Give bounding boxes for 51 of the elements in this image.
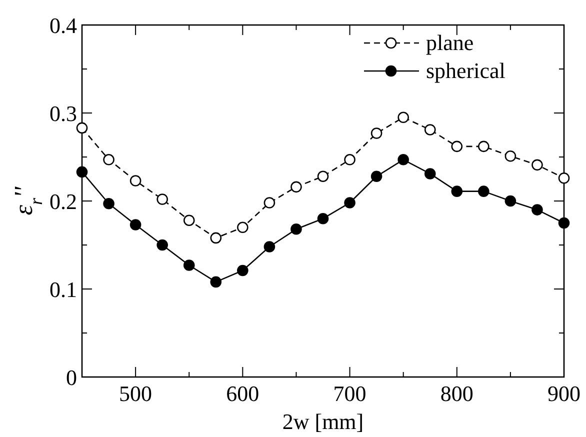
x-tick-label: 800 — [440, 381, 474, 406]
point — [398, 154, 409, 166]
point — [76, 166, 88, 178]
x-tick-label: 900 — [548, 381, 580, 406]
point — [532, 159, 543, 171]
point — [344, 154, 356, 166]
point — [478, 186, 490, 197]
point — [424, 168, 436, 180]
x-tick-label: 700 — [333, 381, 366, 406]
point — [558, 172, 570, 184]
point — [156, 239, 168, 251]
point — [290, 181, 302, 193]
point — [424, 124, 436, 136]
point — [451, 186, 463, 197]
point — [532, 204, 543, 216]
point — [103, 154, 114, 166]
point — [451, 140, 463, 152]
point — [264, 241, 276, 252]
point — [210, 276, 222, 288]
point — [370, 128, 382, 139]
y-tick-label: 0.1 — [50, 277, 77, 302]
x-tick-label: 500 — [119, 381, 152, 406]
point — [156, 194, 168, 205]
point — [237, 222, 248, 234]
point — [130, 219, 142, 230]
point — [317, 170, 329, 182]
point — [264, 197, 276, 208]
x-tick-label: 600 — [226, 381, 260, 406]
point — [210, 232, 222, 244]
point — [183, 214, 195, 226]
y-tick-label: 0.4 — [50, 13, 77, 38]
point — [370, 170, 382, 182]
point — [317, 212, 329, 224]
point — [504, 195, 516, 207]
point — [103, 198, 114, 210]
point — [398, 112, 409, 124]
legend-label: spherical — [426, 58, 506, 83]
y-tick-label: 0.2 — [50, 189, 77, 214]
point — [237, 264, 248, 276]
point — [504, 150, 516, 162]
y-tick-label: 0.3 — [50, 101, 77, 126]
point — [344, 197, 356, 208]
y-tick-label: 0 — [66, 365, 77, 390]
legend-label: plane — [426, 30, 474, 55]
point — [76, 122, 88, 134]
point — [130, 175, 142, 186]
point — [558, 217, 570, 229]
point — [290, 224, 302, 235]
point — [183, 260, 195, 271]
x-axis-title: 2w [mm] — [282, 409, 364, 434]
point — [478, 140, 490, 152]
